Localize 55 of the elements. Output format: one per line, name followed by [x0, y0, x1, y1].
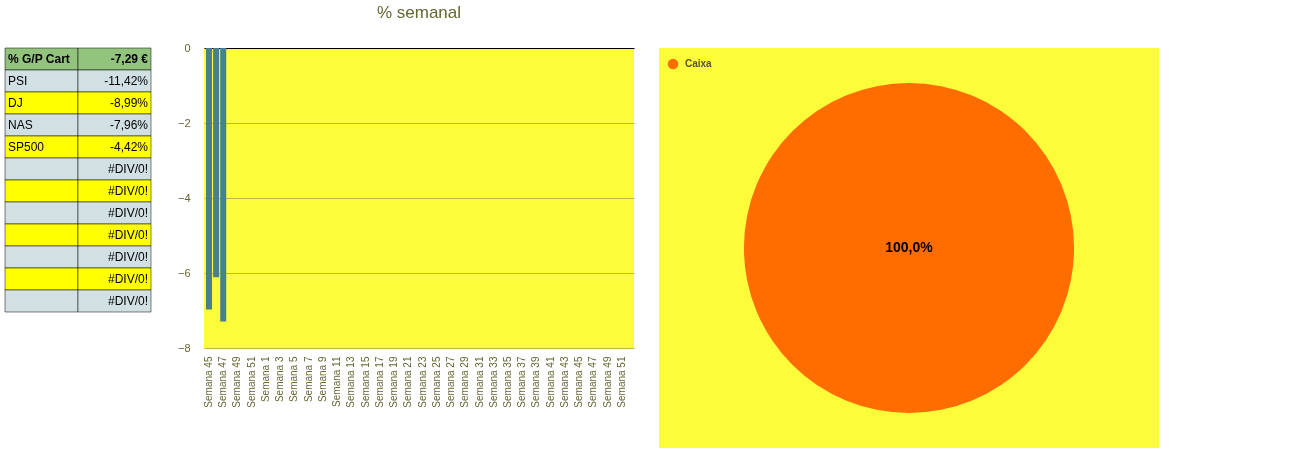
x-tick-label: Semana 35 [501, 356, 513, 408]
y-tick-label: −8 [177, 341, 191, 354]
y-tick-label: 0 [184, 41, 191, 54]
data-label: -4,42% [109, 140, 149, 154]
data-label: #DIV/0! [107, 294, 148, 308]
x-tick-label: Semana 41 [544, 356, 556, 408]
x-tick-label: Semana 31 [473, 356, 485, 408]
x-tick-label: Semana 11 [331, 356, 343, 407]
x-tick-label: Semana 47 [217, 356, 229, 408]
x-tick-label: Semana 9 [316, 356, 328, 403]
x-tick-label: Semana 51 [615, 356, 627, 408]
x-tick-label: Semana 15 [359, 356, 371, 408]
data-label: #DIV/0! [107, 206, 148, 220]
category-label: NAS [8, 118, 33, 132]
category-label: DJ [8, 96, 23, 110]
x-tick-label: Semana 3 [274, 356, 286, 403]
x-tick-label: Semana 47 [587, 356, 599, 408]
x-tick-label: Semana 39 [530, 356, 542, 408]
x-tick-label: Semana 51 [245, 356, 257, 408]
data-label: #DIV/0! [107, 162, 148, 176]
x-tick-label: Semana 37 [516, 356, 528, 408]
x-tick-label: Semana 19 [388, 356, 400, 408]
y-tick-label: −4 [177, 191, 191, 204]
data-label: -11,42% [104, 74, 149, 88]
x-tick-label: Semana 45 [202, 356, 214, 408]
category-label: SP500 [8, 140, 45, 154]
data-label: #DIV/0! [107, 272, 148, 286]
category-label: PSI [8, 74, 28, 88]
x-tick-label: Semana 21 [402, 356, 414, 408]
x-tick-label: Semana 17 [373, 356, 385, 408]
data-label: 100,0% [885, 239, 934, 255]
data-label: #DIV/0! [107, 228, 148, 242]
data-label: -7,96% [109, 118, 149, 132]
data-label: #DIV/0! [107, 184, 148, 198]
data-label: -8,99% [109, 96, 149, 110]
legend-label: Caixa [685, 58, 713, 69]
x-tick-label: Semana 49 [601, 356, 613, 408]
x-tick-label: Semana 27 [445, 356, 457, 408]
x-tick-label: Semana 49 [231, 356, 243, 408]
data-label: -7,29 € [110, 52, 149, 66]
x-tick-label: Semana 7 [302, 356, 314, 403]
x-tick-label: Semana 29 [459, 356, 471, 408]
category-label: % G/P Cart [8, 52, 70, 66]
x-tick-label: Semana 13 [345, 356, 357, 408]
y-tick-label: −6 [177, 266, 191, 279]
x-tick-label: Semana 33 [487, 356, 499, 408]
x-tick-label: Semana 23 [416, 356, 428, 408]
x-tick-label: Semana 43 [558, 356, 570, 408]
x-tick-label: Semana 1 [259, 356, 271, 403]
chart-title: % semanal [376, 3, 462, 22]
data-label: #DIV/0! [107, 250, 148, 264]
x-tick-label: Semana 25 [430, 356, 442, 408]
x-tick-label: Semana 45 [573, 356, 585, 408]
x-tick-label: Semana 5 [288, 356, 300, 403]
y-tick-label: −2 [177, 116, 191, 129]
